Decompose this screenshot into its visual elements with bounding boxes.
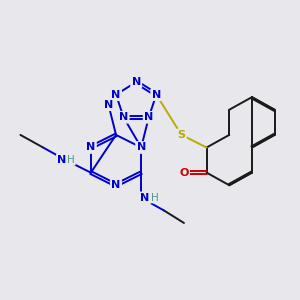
Text: N: N	[104, 100, 113, 110]
Text: O: O	[179, 168, 189, 178]
Text: H: H	[68, 155, 75, 165]
Text: N: N	[140, 193, 150, 203]
Text: N: N	[57, 155, 67, 165]
Text: S: S	[178, 130, 185, 140]
Text: N: N	[152, 90, 161, 100]
Text: N: N	[111, 90, 121, 100]
Text: N: N	[119, 112, 128, 122]
Text: N: N	[86, 142, 95, 152]
Text: N: N	[144, 112, 153, 122]
Text: N: N	[111, 180, 121, 190]
Text: N: N	[136, 142, 146, 152]
Text: N: N	[131, 77, 141, 87]
Text: H: H	[151, 193, 159, 203]
